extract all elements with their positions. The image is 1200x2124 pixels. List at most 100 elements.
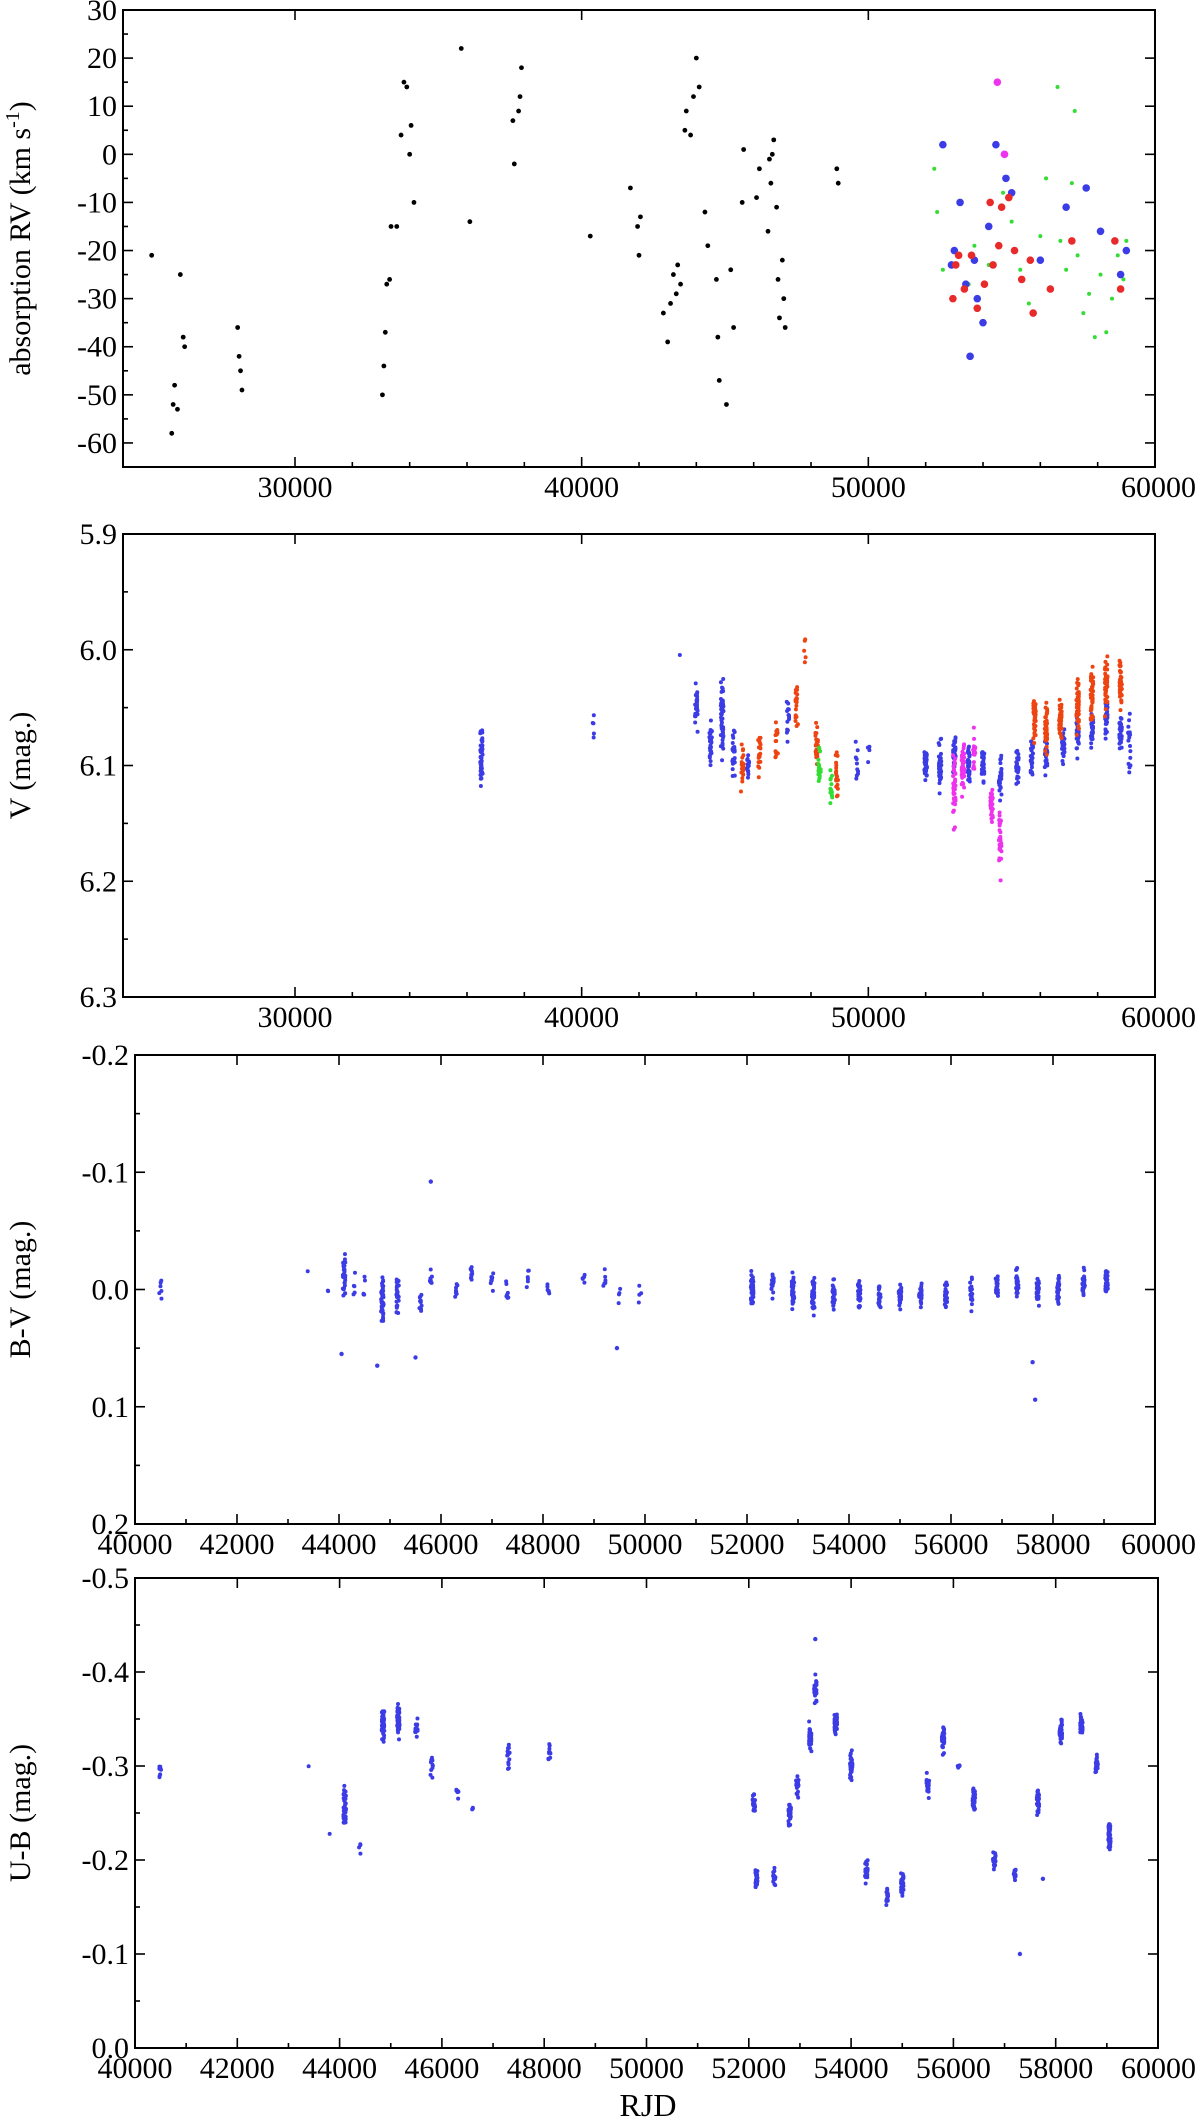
data-point-blue: [810, 1280, 815, 1285]
data-point-blue: [754, 1876, 759, 1881]
data-point-blue: [787, 1802, 792, 1807]
data-point-blue: [982, 771, 987, 776]
data-point-orange: [1043, 737, 1048, 742]
data-point-blue: [342, 1252, 347, 1257]
data-point-blue: [795, 1789, 800, 1794]
data-point-blue: [396, 1717, 401, 1722]
data-point-historical: [180, 334, 186, 340]
data-point-blue: [924, 1777, 929, 1782]
data-point-blue: [693, 681, 698, 686]
data-point-orange: [1105, 667, 1110, 672]
data-point-blue: [352, 1270, 357, 1275]
data-point-blue: [428, 1276, 433, 1281]
data-point-blue: [858, 1287, 863, 1292]
y-tick-label: 30: [87, 0, 117, 27]
data-point-blue: [719, 712, 724, 717]
data-point-blue: [792, 1280, 797, 1285]
data-point-magenta: [962, 774, 967, 779]
data-point-historical: [834, 166, 840, 172]
data-point-blue: [794, 1783, 799, 1788]
data-point-magenta: [951, 774, 956, 779]
data-point-blue: [941, 1730, 946, 1735]
data-point-blue: [1122, 246, 1131, 255]
data-point-historical: [628, 185, 633, 191]
data-point-orange: [1032, 723, 1037, 728]
data-point-blue: [547, 1746, 552, 1751]
data-point-historical: [511, 161, 517, 167]
data-point-blue: [428, 1760, 433, 1765]
data-point-orange: [834, 774, 839, 779]
y-tick-label: 0.2: [92, 1508, 130, 1541]
data-point-green: [1104, 330, 1109, 335]
data-point-outlier: [428, 1179, 433, 1184]
data-point-blue: [786, 701, 791, 706]
data-point-green: [1044, 176, 1049, 181]
data-point-orange: [814, 737, 819, 742]
data-point-blue: [943, 1304, 948, 1309]
data-point-blue: [993, 1276, 998, 1281]
x-tick-label: 40000: [544, 471, 619, 504]
data-point-historical: [411, 200, 417, 205]
y-tick-label: 6.1: [80, 750, 118, 783]
data-point-historical: [779, 257, 785, 263]
data-point-blue: [812, 1689, 817, 1694]
data-point-blue: [695, 694, 700, 699]
data-point-orange: [740, 755, 745, 760]
data-point-orange: [756, 760, 761, 765]
data-point-blue: [1117, 741, 1122, 746]
data-point-blue: [591, 735, 596, 740]
data-point-green: [1124, 238, 1129, 243]
data-point-blue: [591, 713, 596, 718]
data-point-blue: [1103, 728, 1108, 733]
data-point-blue: [1094, 1752, 1099, 1757]
data-point-orange: [1103, 714, 1108, 719]
data-point-blue: [812, 1275, 817, 1280]
data-point-green: [1098, 272, 1103, 277]
data-point-green: [829, 782, 834, 787]
data-point-historical: [765, 228, 771, 234]
data-point-orange: [741, 764, 746, 769]
data-point-blue: [1035, 1809, 1040, 1814]
data-point-blue: [1089, 730, 1094, 735]
data-point-orange: [756, 775, 761, 780]
data-point-orange: [1044, 712, 1049, 717]
y-tick-label: 0.1: [92, 1391, 130, 1424]
data-point-blue: [834, 1712, 839, 1717]
data-point-blue: [1014, 781, 1019, 786]
data-point-red: [1111, 237, 1119, 245]
data-point-blue: [489, 1278, 494, 1283]
data-point-green: [818, 769, 823, 774]
data-point-blue: [981, 759, 986, 764]
data-point-outlier: [1030, 1359, 1035, 1365]
x-tick-label: 42000: [200, 1528, 275, 1561]
data-point-blue: [770, 1296, 775, 1301]
data-point-historical: [673, 291, 679, 297]
data-point-historical: [724, 402, 729, 407]
data-point-orange: [1103, 674, 1108, 679]
data-point-green: [828, 801, 833, 806]
data-point-blue: [1126, 761, 1131, 766]
x-tick-label: 58000: [1018, 2052, 1093, 2085]
data-point-blue: [848, 1753, 853, 1758]
data-point-blue: [748, 1279, 753, 1284]
data-point-blue: [505, 1766, 510, 1771]
data-point-blue: [785, 719, 790, 724]
data-point-blue: [748, 1285, 753, 1290]
data-point-historical: [172, 382, 178, 388]
data-point-blue: [899, 1879, 904, 1884]
data-point-blue: [856, 1281, 861, 1286]
x-tick-label: 56000: [916, 2052, 991, 2085]
data-point-green: [1072, 109, 1077, 114]
data-point-blue: [1128, 744, 1133, 749]
data-point-historical: [401, 79, 407, 85]
data-point-blue: [548, 1755, 553, 1760]
data-point-blue: [772, 1865, 777, 1870]
data-point-blue: [814, 1698, 819, 1703]
data-point-historical: [398, 132, 404, 138]
data-point-blue: [419, 1308, 424, 1313]
data-point-blue: [382, 1709, 387, 1714]
data-point-blue: [971, 1797, 976, 1802]
data-point-orange: [803, 655, 808, 660]
data-point-blue: [480, 771, 485, 776]
y-tick-label: 5.9: [80, 518, 118, 551]
